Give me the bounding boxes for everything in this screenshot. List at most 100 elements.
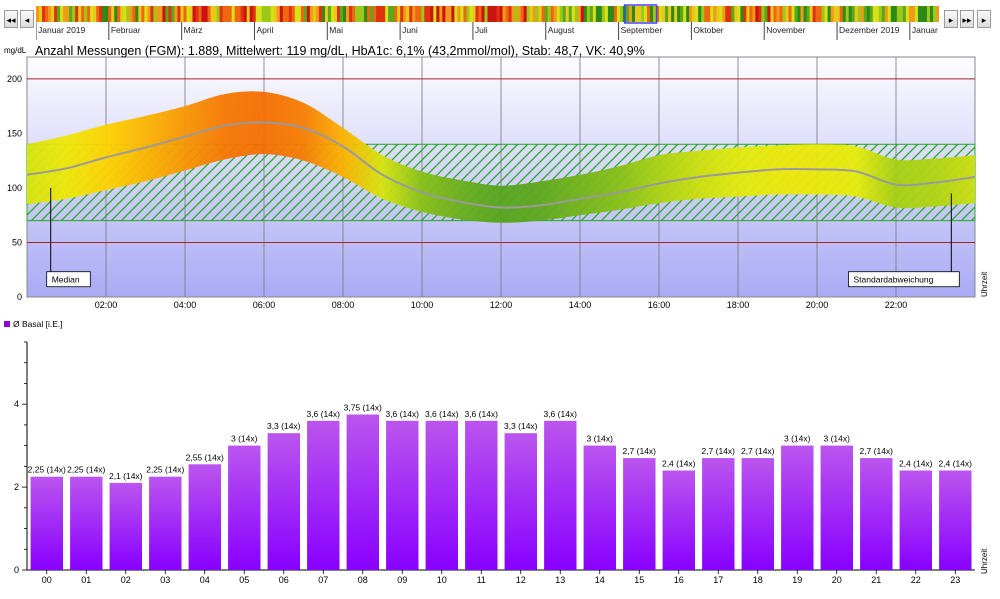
x-tick-label: 02 [121,575,131,585]
basal-bar [149,476,182,570]
x-tick-label: 18 [753,575,763,585]
y-tick-label: 100 [7,183,22,193]
x-tick-label: 08:00 [332,300,355,310]
bar-value-label: 2,55 (14x) [186,452,224,462]
month-timeline: ◂◂ ◂ Januar 2019 Februar März April Mai Juni J… [0,0,1000,42]
basal-bar [228,445,261,570]
basal-bar [939,470,972,570]
x-tick-label: 01 [81,575,91,585]
first-page-button[interactable]: ◂◂ [4,10,18,28]
month-label: Februar [111,25,141,35]
end-button[interactable]: ▸ [977,10,991,28]
x-tick-label: 15 [634,575,644,585]
x-tick-label: 00 [42,575,52,585]
x-tick-label: 10:00 [411,300,434,310]
bar-value-label: 2,7 (14x) [859,446,893,456]
bar-value-label: 2,4 (14x) [938,459,972,469]
y-tick-label: 50 [12,237,22,247]
legend-label: Ø Basal [i.E.] [13,319,63,329]
bar-value-label: 2,25 (14x) [67,465,105,475]
y-tick-label: 0 [17,292,22,302]
bar-value-label: 3,6 (14x) [464,409,498,419]
glucose-profile-chart: 0 50 100 150 200 mg/dL 02:00 04:00 06:00 08:00 10:… [4,46,989,310]
bar-value-label: 3,6 (14x) [425,409,459,419]
y-tick-label: 0 [14,565,19,575]
month-label: Januar 2019 [38,25,86,35]
median-line [26,121,976,209]
x-tick-label: 03 [160,575,170,585]
basal-bar [820,445,853,570]
legend-swatch [4,321,10,327]
month-label: Januar 2 [912,25,939,35]
y-axis-label: mg/dL [4,46,27,55]
x-tick-label: 06:00 [253,300,276,310]
basal-bar [899,470,932,570]
x-tick-label: 12 [516,575,526,585]
basal-bar [583,445,616,570]
annotation-box [848,271,960,288]
x-tick-label: 22:00 [885,300,908,310]
basal-bar [346,414,379,570]
x-tick-label: 16 [674,575,684,585]
x-tick-label: 22 [911,575,921,585]
annotation-label: Standardabweichung [854,275,934,285]
x-tick-label: 17 [713,575,723,585]
bar-value-label: 2,25 (14x) [28,465,66,475]
month-label: Juli [475,25,488,35]
x-tick-label: 20 [832,575,842,585]
x-tick-label: 23 [950,575,960,585]
x-tick-label: 08 [358,575,368,585]
x-tick-label: 11 [477,575,486,585]
basal-bar [109,482,142,570]
basal-bar [386,420,419,570]
x-tick-label: 05 [239,575,249,585]
x-tick-label: 10 [437,575,447,585]
previous-button[interactable]: ◂ [20,10,34,28]
bar-value-label: 2,25 (14x) [146,465,184,475]
bar-value-label: 3,6 (14x) [543,409,577,419]
bar-value-label: 2,7 (14x) [622,446,656,456]
x-tick-label: 14:00 [569,300,592,310]
basal-bar [544,420,577,570]
x-tick-label: 21 [871,575,881,585]
bar-value-label: 3 (14x) [231,434,258,444]
basal-bar [504,433,537,570]
bar-value-label: 2,7 (14x) [701,446,735,456]
basal-bar [702,458,735,570]
x-tick-label: 09 [397,575,407,585]
annotation-box [46,271,91,288]
x-tick-label: 13 [555,575,565,585]
std-deviation-band [27,91,975,223]
bar-value-label: 3,3 (14x) [504,421,538,431]
x-axis-label: Uhrzeit [980,271,989,297]
month-label: November [766,25,805,35]
x-tick-label: 02:00 [95,300,118,310]
x-axis-label: Uhrzeit [980,548,989,574]
x-tick-label: 04 [200,575,210,585]
y-tick-label: 200 [7,74,22,84]
bar-value-label: 2,4 (14x) [899,459,933,469]
bar-value-label: 3,6 (14x) [306,409,340,419]
basal-bar [741,458,774,570]
last-page-button[interactable]: ▸▸ [960,10,974,28]
basal-bar [307,420,340,570]
bar-value-label: 3 (14x) [784,434,811,444]
annotation-label: Median [52,275,80,285]
month-label: April [256,25,273,35]
measurement-summary: Anzahl Messungen (FGM): 1.889, Mittelwer… [35,44,645,58]
x-tick-label: 12:00 [490,300,513,310]
bar-value-label: 2,4 (14x) [662,459,696,469]
month-heat-strip[interactable]: Januar 2019 Februar März April Mai Juni Juli Au… [36,4,939,40]
bar-value-label: 3 (14x) [587,434,614,444]
bar-value-label: 3,75 (14x) [344,403,382,413]
bar-value-label: 3,3 (14x) [267,421,301,431]
x-tick-label: 06 [279,575,289,585]
next-button[interactable]: ▸ [944,10,958,28]
x-tick-label: 19 [792,575,802,585]
month-label: Oktober [693,25,723,35]
selected-month-marker [623,4,658,24]
x-tick-label: 14 [595,575,605,585]
month-label: September [621,25,663,35]
x-tick-label: 07 [318,575,328,585]
